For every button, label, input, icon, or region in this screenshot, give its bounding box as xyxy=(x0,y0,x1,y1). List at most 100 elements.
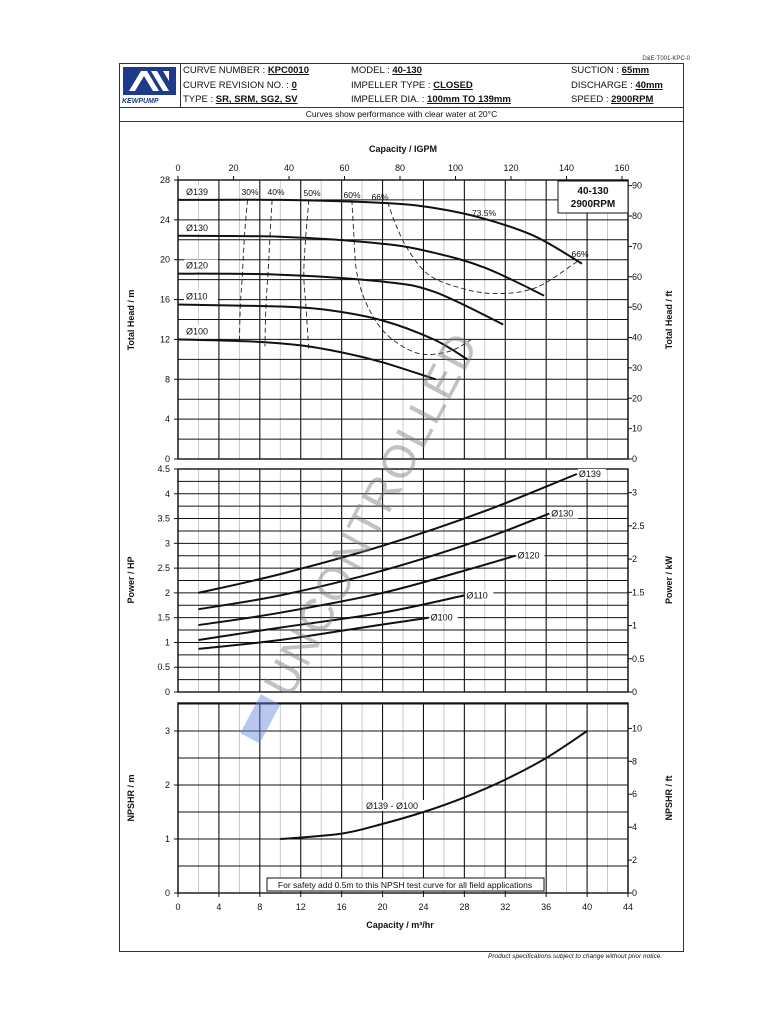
svg-text:40: 40 xyxy=(284,163,294,173)
efficiency-curve xyxy=(351,199,472,355)
impeller-type: CLOSED xyxy=(433,79,473,91)
power-curve xyxy=(198,594,465,641)
svg-text:0: 0 xyxy=(175,902,180,912)
discharge-label: DISCHARGE : xyxy=(571,79,636,91)
svg-text:28: 28 xyxy=(160,175,170,185)
power-curve-label: Ø110 xyxy=(466,590,487,600)
svg-text:8: 8 xyxy=(257,902,262,912)
svg-text:44: 44 xyxy=(623,902,633,912)
svg-text:1.5: 1.5 xyxy=(157,613,170,623)
svg-text:90: 90 xyxy=(632,181,642,191)
type: SR, SRM, SG2, SV xyxy=(215,94,298,105)
speed-label: SPEED : xyxy=(571,94,612,105)
svg-text:40: 40 xyxy=(582,902,592,912)
svg-text:28: 28 xyxy=(459,902,469,912)
svg-text:0: 0 xyxy=(165,888,170,898)
svg-text:0: 0 xyxy=(165,687,170,697)
svg-text:12: 12 xyxy=(160,334,170,344)
impeller-type-label: IMPELLER TYPE : xyxy=(351,79,434,91)
svg-text:2: 2 xyxy=(632,554,637,564)
svg-text:4: 4 xyxy=(216,902,221,912)
power-curve-label: Ø139 xyxy=(579,469,601,479)
svg-text:0: 0 xyxy=(632,687,637,697)
head-curve xyxy=(177,303,468,361)
efficiency-curve xyxy=(303,199,310,352)
npsh-ylabel: NPSHR / m xyxy=(126,774,136,821)
svg-text:3: 3 xyxy=(165,726,170,736)
efficiency-label: 73.5% xyxy=(472,208,497,218)
document-id: D&E-T001-KPC-0 xyxy=(642,56,690,62)
svg-text:0: 0 xyxy=(632,454,637,464)
chart-title-model: 40-130 xyxy=(577,186,609,197)
svg-text:0: 0 xyxy=(632,888,637,898)
svg-text:80: 80 xyxy=(395,163,405,173)
logo-mark-icon xyxy=(123,67,176,95)
npsh-ylabel-right: NPSHR / ft xyxy=(664,775,674,820)
svg-text:140: 140 xyxy=(559,163,574,173)
power-curve-label: Ø100 xyxy=(431,613,453,623)
head-curve xyxy=(177,234,545,297)
head-curve-label: Ø120 xyxy=(186,261,208,271)
svg-text:0.5: 0.5 xyxy=(632,654,645,664)
speed: 2900RPM xyxy=(611,94,654,105)
svg-text:6: 6 xyxy=(632,789,637,799)
footer-disclaimer: Product specifications subject to change… xyxy=(488,953,663,960)
power-ylabel-right: Power / kW xyxy=(664,555,674,604)
svg-text:0: 0 xyxy=(165,454,170,464)
svg-text:8: 8 xyxy=(165,374,170,384)
svg-text:3: 3 xyxy=(632,488,637,498)
power-ylabel: Power / HP xyxy=(126,556,136,603)
power-curve-label: Ø130 xyxy=(551,509,573,519)
power-curve xyxy=(198,473,578,594)
revision-label: CURVE REVISION NO. : xyxy=(183,79,292,91)
impeller-dia-label: IMPELLER DIA. : xyxy=(351,94,428,105)
svg-text:2: 2 xyxy=(165,780,170,790)
svg-text:10: 10 xyxy=(632,723,642,733)
efficiency-label: 66% xyxy=(371,192,388,202)
power-curve xyxy=(198,616,429,650)
svg-text:70: 70 xyxy=(632,241,642,251)
head-curve-label: Ø130 xyxy=(186,223,208,233)
svg-text:30: 30 xyxy=(632,363,642,373)
npsh-safety-note: For safety add 0.5m to this NPSH test cu… xyxy=(278,880,532,890)
curve-number: KPC0010 xyxy=(267,65,310,76)
kewpump-logo: KEWPUMP xyxy=(120,64,181,107)
test-condition-note: Curves show performance with clear water… xyxy=(119,107,684,122)
efficiency-curve xyxy=(264,199,273,347)
chart-title-speed: 2900RPM xyxy=(571,199,615,210)
watermark-logo-icon xyxy=(240,694,281,744)
svg-text:4.5: 4.5 xyxy=(157,464,170,474)
svg-text:20: 20 xyxy=(160,255,170,265)
svg-text:4: 4 xyxy=(165,414,170,424)
power-curve-label: Ø120 xyxy=(518,551,540,561)
svg-text:4: 4 xyxy=(632,822,637,832)
svg-text:1: 1 xyxy=(632,621,637,631)
npsh-curve xyxy=(280,730,588,840)
power-chart: 0 0.5 1 1.5 2 2.5 3 3.5 4 4.5 0 0.5 1 1.5 2 2.5 3 Power /… xyxy=(126,464,674,697)
header-block: KEWPUMP CURVE NUMBER : KPC0010 CURVE REV… xyxy=(119,63,684,108)
svg-text:60: 60 xyxy=(339,163,349,173)
svg-text:2: 2 xyxy=(632,855,637,865)
brand-name: KEWPUMP xyxy=(122,98,159,105)
impeller-dia: 100mm TO 139mm xyxy=(427,94,511,105)
efficiency-label: 30% xyxy=(241,187,258,197)
model: 40-130 xyxy=(392,65,422,76)
svg-text:2: 2 xyxy=(165,588,170,598)
svg-text:32: 32 xyxy=(500,902,510,912)
svg-text:2.5: 2.5 xyxy=(632,521,645,531)
head-ylabel: Total Head / m xyxy=(126,290,136,351)
svg-text:UNCONTROLLED: UNCONTROLLED xyxy=(253,323,489,705)
header-col-curve: CURVE NUMBER : KPC0010 CURVE REVISION NO… xyxy=(181,64,349,107)
svg-text:12: 12 xyxy=(296,902,306,912)
svg-text:24: 24 xyxy=(418,902,428,912)
svg-text:100: 100 xyxy=(448,163,463,173)
svg-text:160: 160 xyxy=(614,163,629,173)
efficiency-label: 50% xyxy=(303,188,320,198)
svg-text:120: 120 xyxy=(503,163,518,173)
head-chart: Capacity / IGPM 0 20 40 60 80 100 120 140 160 0 4 8 1… xyxy=(126,144,674,464)
head-chart-top-xlabel: Capacity / IGPM xyxy=(369,144,437,154)
watermark: UNCONTROLLED xyxy=(253,323,489,705)
svg-text:3.5: 3.5 xyxy=(157,514,170,524)
svg-text:1: 1 xyxy=(165,834,170,844)
head-curve xyxy=(177,338,437,381)
